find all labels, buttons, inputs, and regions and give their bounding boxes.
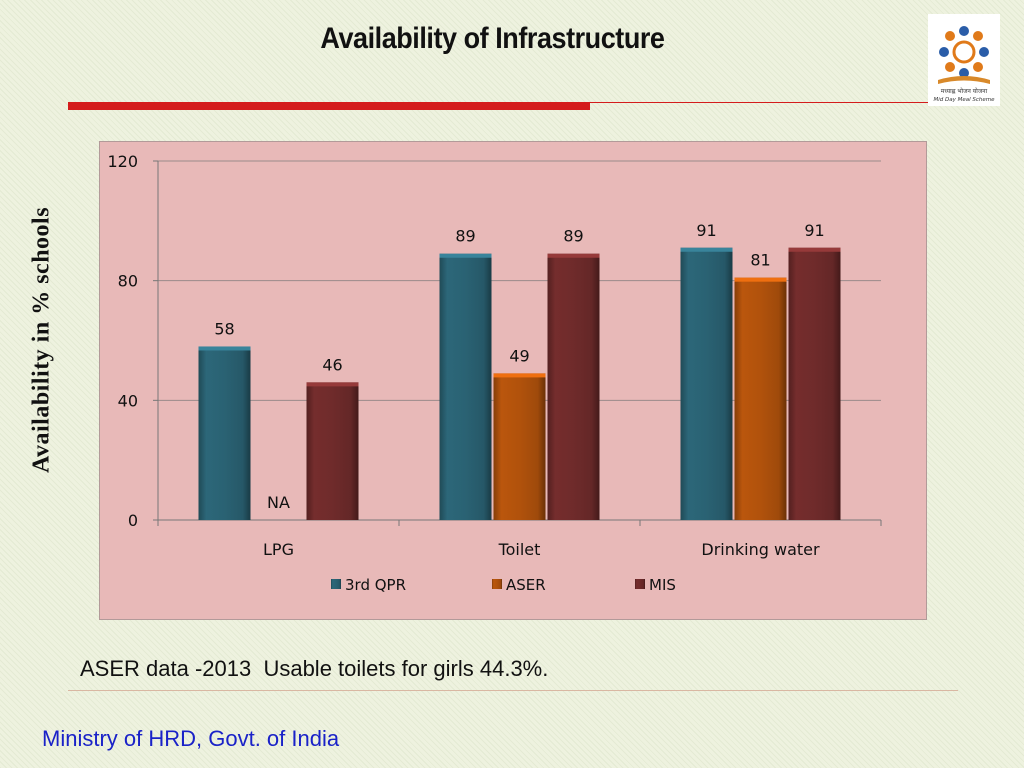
data-label: 46 (322, 355, 342, 374)
bar-3rd-qpr (439, 253, 492, 520)
data-label: 58 (214, 319, 234, 338)
data-label: NA (267, 493, 290, 512)
data-label: 89 (563, 227, 583, 246)
legend-swatch (635, 579, 645, 589)
data-label: 91 (804, 221, 824, 240)
title-rule-thin (590, 102, 928, 103)
logo-emblem-icon (938, 26, 990, 84)
bar-cap (680, 247, 733, 252)
mid-day-meal-logo: मध्याह्न भोजन योजना Mid Day Meal Scheme (928, 14, 1000, 106)
data-label: 89 (455, 227, 475, 246)
y-tick-label: 120 (107, 152, 138, 171)
title-rule-thick (68, 102, 590, 110)
x-tick-label: Drinking water (701, 540, 820, 559)
bar-chart: 0 40 80 120 LPG 58 NA 46 Toilet 89 49 89 Drinking wa… (107, 152, 882, 594)
aser-note: ASER data -2013 Usable toilets for girls… (80, 656, 549, 681)
y-tick-label: 40 (118, 391, 138, 410)
bar-aser (493, 373, 546, 520)
data-label: 81 (750, 251, 770, 270)
bar-cap (439, 253, 492, 258)
y-tick-label: 80 (118, 272, 138, 291)
data-label: 49 (509, 346, 529, 365)
bar-cap (547, 253, 600, 258)
bar-cap (788, 247, 841, 252)
bar-cap (306, 382, 359, 387)
y-axis-label: Availability in % schools (28, 206, 55, 474)
bar-3rd-qpr (680, 247, 733, 520)
bar-3rd-qpr (198, 346, 251, 520)
y-tick-label: 0 (128, 511, 138, 530)
footer-text: Ministry of HRD, Govt. of India (42, 726, 340, 751)
chart-area: 0 40 80 120 LPG 58 NA 46 Toilet 89 49 89 Drinking wa… (99, 141, 927, 620)
bar-cap (734, 277, 787, 282)
bar-cap (198, 346, 251, 351)
legend-label: 3rd QPR (345, 576, 406, 594)
bar-mis (547, 253, 600, 520)
bottom-rule (68, 690, 958, 691)
bar-mis (788, 247, 841, 520)
bar-aser (734, 277, 787, 520)
bar-cap (493, 373, 546, 378)
legend-label: ASER (506, 576, 546, 594)
legend-swatch (331, 579, 341, 589)
logo-subtitle: Mid Day Meal Scheme (933, 97, 995, 103)
slide-title: Availability of Infrastructure (320, 22, 665, 55)
x-tick-label: LPG (263, 540, 294, 559)
x-tick-label: Toilet (498, 540, 541, 559)
data-label: 91 (696, 221, 716, 240)
legend-swatch (492, 579, 502, 589)
logo-text: मध्याह्न भोजन योजना (941, 87, 988, 95)
bar-mis (306, 382, 359, 520)
legend-label: MIS (649, 576, 676, 594)
